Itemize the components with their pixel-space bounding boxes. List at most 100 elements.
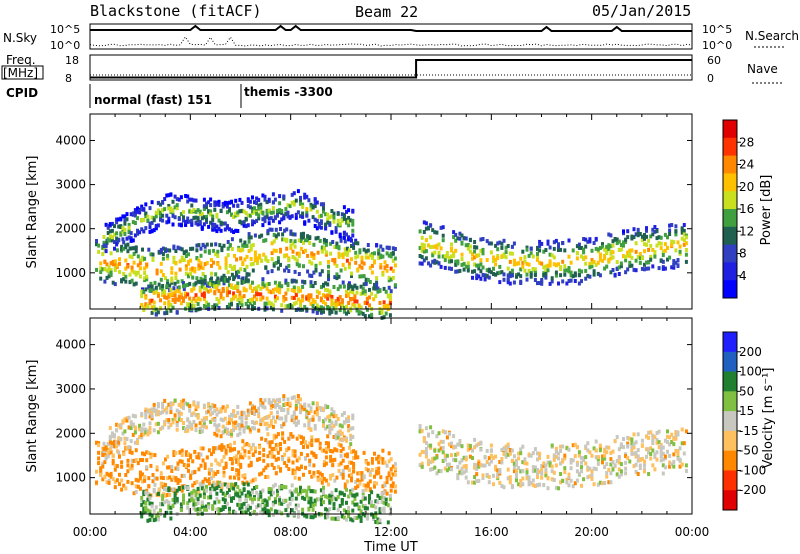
heatmap-cell [324,512,328,517]
heatmap-cell [255,201,259,205]
heatmap-cell [226,253,230,258]
heatmap-cell [105,480,109,485]
heatmap-cell [356,471,360,476]
heatmap-cell [202,297,206,302]
heatmap-cell [182,493,185,498]
heatmap-cell [299,489,302,494]
heatmap-cell [504,444,508,449]
heatmap-cell [216,254,220,258]
heatmap-cell [182,485,185,490]
heatmap-cell [498,280,502,285]
heatmap-cell [561,241,565,246]
heatmap-cell [243,473,247,478]
heatmap-cell [257,411,261,416]
heatmap-cell [301,279,305,284]
heatmap-cell [184,401,188,406]
heatmap-cell [554,446,558,451]
heatmap-cell [171,199,175,204]
heatmap-cell [268,444,272,449]
heatmap-cell [645,447,648,452]
colorbar-tick-label: -100 [739,463,766,477]
heatmap-cell [510,251,514,256]
heatmap-cell [269,216,273,221]
heatmap-cell [222,273,226,278]
heatmap-cell [288,303,292,308]
heatmap-cell [506,442,510,447]
heatmap-cell [234,294,238,299]
heatmap-cell [477,266,481,271]
heatmap-cell [329,474,333,478]
heatmap-cell [456,476,460,481]
heatmap-cell [330,497,334,502]
heatmap-cell [655,229,659,234]
heatmap-cell [350,472,353,477]
heatmap-cell [368,496,371,501]
heatmap-cell [199,463,203,468]
heatmap-cell [113,265,117,270]
heatmap-cell [235,472,239,477]
heatmap-cell [588,474,592,479]
heatmap-cell [299,232,303,237]
heatmap-cell [338,295,342,300]
heatmap-cell [153,482,157,487]
heatmap-cell [317,497,321,502]
heatmap-cell [117,217,121,222]
heatmap-cell [242,410,246,415]
heatmap-cell [134,281,138,286]
heatmap-cell [393,283,397,288]
colorbar-tick-label: 28 [739,135,754,149]
heatmap-cell [634,462,638,467]
heatmap-cell [479,237,483,242]
heatmap-cell [506,277,510,282]
heatmap-cell [318,471,322,476]
heatmap-cell [196,507,200,512]
heatmap-cell [473,465,477,470]
heatmap-cell [140,433,144,437]
heatmap-cell [240,303,244,308]
heatmap-cell [263,215,267,220]
heatmap-cell [311,507,315,512]
heatmap-cell [179,295,183,300]
heatmap-cell [290,418,294,423]
heatmap-cell [329,251,333,256]
heatmap-cell [109,268,113,273]
heatmap-cell [164,457,167,462]
heatmap-cell [684,259,688,264]
heatmap-cell [148,426,152,430]
heatmap-cell [217,410,221,415]
heatmap-cell [379,265,383,270]
heatmap-cell [97,249,101,254]
heatmap-cell [109,251,113,256]
heatmap-cell [287,446,291,451]
heatmap-cell [293,453,297,458]
heatmap-cell [151,256,155,261]
heatmap-cell [437,250,441,255]
colorbar-tick-label: -15 [739,424,759,438]
heatmap-cell [303,496,307,501]
heatmap-cell [349,517,353,522]
heatmap-cell [571,484,575,489]
heatmap-cell [437,442,441,447]
heatmap-cell [136,478,140,483]
heatmap-cell [253,486,256,490]
heatmap-cell [332,502,336,507]
heatmap-cell [201,272,205,276]
heatmap-cell [299,440,303,445]
heatmap-cell [313,281,317,285]
heatmap-cell [393,466,397,471]
heatmap-cell [125,416,129,421]
heatmap-cell [220,458,224,463]
heatmap-cell [567,447,571,452]
heatmap-cell [372,517,376,522]
heatmap-cell [594,246,598,251]
heatmap-cell [205,478,209,483]
heatmap-cell [672,240,676,245]
heatmap-cell [258,450,262,455]
heatmap-cell [355,502,359,507]
heatmap-cell [296,419,300,424]
nsearch-line [89,35,693,47]
heatmap-cell [161,246,165,251]
heatmap-cell [554,273,558,278]
heatmap-cell [350,450,353,455]
heatmap-cell [424,221,428,226]
